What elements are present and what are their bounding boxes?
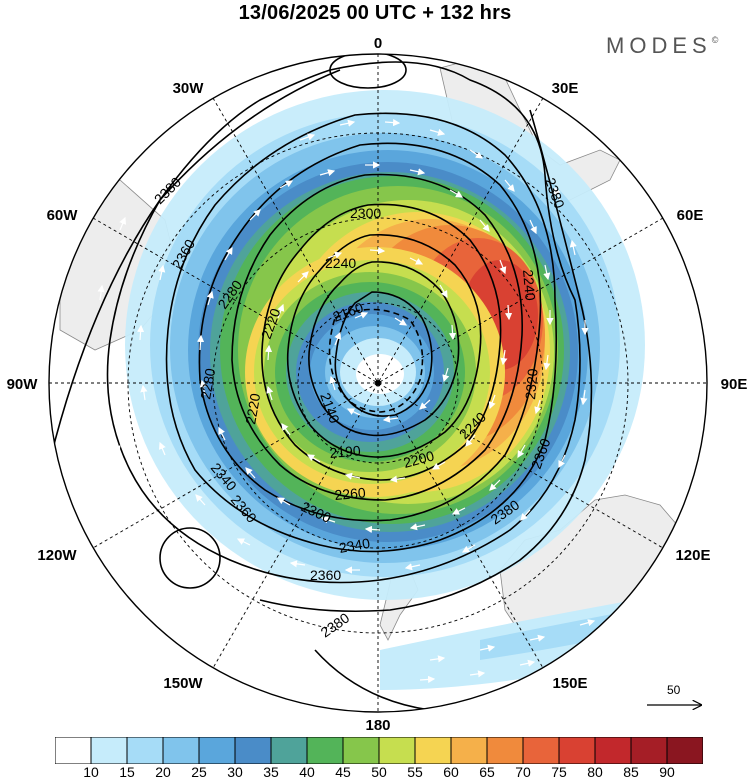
legend-tick-label: 65 (479, 764, 495, 780)
legend-swatch (378, 737, 416, 764)
legend-tick-label: 75 (551, 764, 567, 780)
legend-tick-label: 35 (263, 764, 279, 780)
lon-label-60w: 60W (47, 207, 79, 224)
lon-label-150e: 150E (552, 675, 587, 692)
legend-tick-label: 30 (227, 764, 243, 780)
legend-swatch (594, 737, 632, 764)
legend-tick-label: 55 (407, 764, 423, 780)
geopotential-contours (49, 54, 593, 712)
legend-tick-label: 90 (659, 764, 675, 780)
contour-label: 2240 (520, 269, 539, 302)
lon-label-180: 180 (365, 717, 390, 734)
lon-label-120w: 120W (37, 547, 77, 564)
map-border (48, 53, 708, 713)
legend-tick-label: 45 (335, 764, 351, 780)
longitude-labels: 0 30E 60E 90E 120E 150E 180 150W 120W 90… (7, 35, 748, 734)
legend-swatch (666, 737, 703, 764)
legend-swatch (55, 737, 92, 764)
legend-swatch (558, 737, 596, 764)
map-title: 13/06/2025 00 UTC + 132 hrs (238, 2, 512, 24)
wind-vectors (91, 118, 646, 684)
reference-vector-label: 50 (667, 683, 681, 697)
legend-swatch (126, 737, 164, 764)
legend-swatch (522, 737, 560, 764)
lon-label-120e: 120E (675, 547, 710, 564)
lon-label-90e: 90E (721, 376, 748, 393)
legend-tick-label: 20 (155, 764, 171, 780)
copyright-mark: © (711, 35, 719, 45)
legend-swatch (486, 737, 524, 764)
legend-swatch (450, 737, 488, 764)
legend-swatch (162, 737, 200, 764)
legend-tick-label: 60 (443, 764, 459, 780)
polar-stereographic-map: 2380 2360 2300 2240 2280 2220 2160 2140 … (7, 35, 748, 734)
legend-swatch (90, 737, 128, 764)
contour-label: 2380 (318, 609, 353, 640)
legend-swatch (270, 737, 308, 764)
legend-tick-label: 70 (515, 764, 531, 780)
legend-tick-label: 50 (371, 764, 387, 780)
legend-swatch (414, 737, 452, 764)
legend-tick-label: 10 (83, 764, 99, 780)
legend-tick-label: 15 (119, 764, 135, 780)
contour-label: 2260 (334, 484, 367, 503)
lon-label-60e: 60E (677, 207, 704, 224)
lon-label-0: 0 (374, 35, 382, 52)
contour-label: 2220 (242, 392, 263, 426)
contour-label: 2190 (329, 442, 362, 461)
lon-label-150w: 150W (163, 675, 203, 692)
contour-label: 2360 (310, 567, 341, 583)
color-legend-ticks: 10 15 20 25 30 35 40 45 50 55 60 65 70 75 80 85 90 (0, 764, 750, 782)
contour-label: 2340 (338, 535, 372, 556)
legend-tick-label: 85 (623, 764, 639, 780)
legend-swatch (306, 737, 344, 764)
color-legend-bar (55, 737, 703, 764)
legend-tick-label: 80 (587, 764, 603, 780)
brand-name: MODES (606, 33, 712, 58)
contour-label: 2320 (522, 368, 541, 401)
legend-swatch (198, 737, 236, 764)
contour-label: 2300 (350, 205, 381, 221)
legend-tick-label: 25 (191, 764, 207, 780)
legend-swatch (234, 737, 272, 764)
reference-vector: 50 (645, 683, 705, 713)
lon-label-30w: 30W (173, 80, 205, 97)
contour-label: 2200 (402, 447, 436, 471)
lon-label-30e: 30E (552, 80, 579, 97)
contour-label: 2240 (325, 255, 356, 271)
contour-label: 2280 (197, 367, 218, 401)
legend-swatch (630, 737, 668, 764)
modes-logo: MODES© (606, 33, 718, 59)
south-pole-marker (375, 380, 381, 386)
lon-label-90w: 90W (7, 376, 39, 393)
legend-tick-label: 40 (299, 764, 315, 780)
legend-swatch (342, 737, 380, 764)
wind-speed-bands (125, 90, 700, 690)
reference-arrow-icon (647, 683, 705, 713)
